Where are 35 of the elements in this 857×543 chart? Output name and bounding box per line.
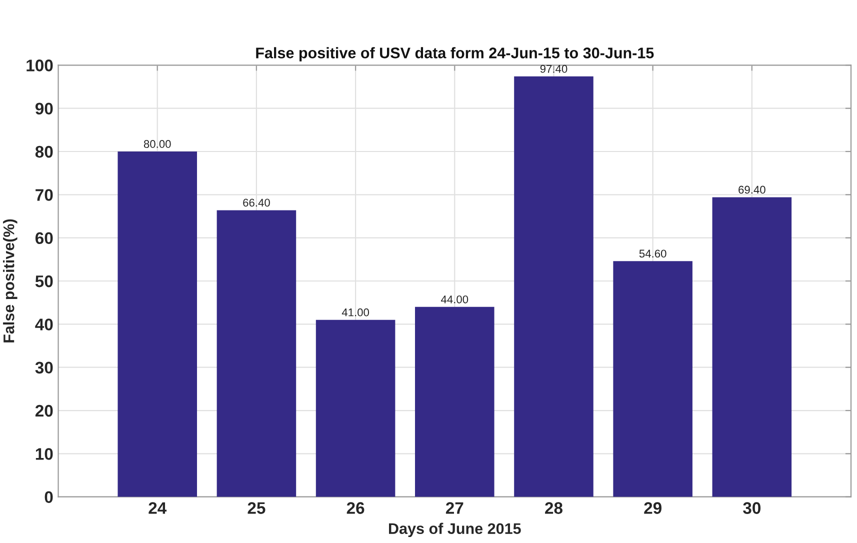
bar <box>216 210 296 497</box>
y-tick-label: 70 <box>36 189 53 201</box>
y-tick-label: 50 <box>35 275 53 288</box>
x-tick-label: 27 <box>446 502 464 514</box>
data-label: 41.00 <box>342 308 370 316</box>
y-tick-label: 10 <box>36 448 53 460</box>
bar <box>712 197 792 497</box>
x-tick-label: 26 <box>346 502 364 514</box>
y-tick-label: 20 <box>35 404 53 417</box>
x-tick-label: 29 <box>644 502 662 514</box>
y-tick-label: 100 <box>26 60 53 72</box>
bar <box>118 151 198 497</box>
y-tick-label: 60 <box>35 232 53 244</box>
chart-title: False positive of USV data form 24-Jun-15 to 30-Jun-15 <box>256 47 654 62</box>
data-label: 54.60 <box>639 250 666 258</box>
data-label: 69.40 <box>738 186 766 194</box>
x-axis-title: Days of June 2015 <box>389 522 521 538</box>
x-tick-label: 25 <box>248 502 266 514</box>
data-label: 80.00 <box>144 140 171 148</box>
data-label: 66.40 <box>243 198 270 207</box>
data-label: 97.40 <box>540 64 568 73</box>
bar <box>613 261 692 497</box>
y-axis-title: False positive(%) <box>3 219 18 342</box>
y-tick-label: 40 <box>35 318 53 330</box>
y-tick-label: 0 <box>44 491 53 504</box>
x-tick-label: 24 <box>148 502 167 514</box>
data-label: 44.00 <box>440 295 468 304</box>
bar <box>514 76 594 497</box>
bar <box>415 306 494 497</box>
y-tick-label: 80 <box>35 146 53 158</box>
x-tick-label: 28 <box>545 502 562 514</box>
bar <box>316 320 396 497</box>
y-tick-label: 30 <box>35 362 53 374</box>
x-tick-label: 30 <box>743 502 760 514</box>
y-tick-label: 90 <box>35 102 53 115</box>
